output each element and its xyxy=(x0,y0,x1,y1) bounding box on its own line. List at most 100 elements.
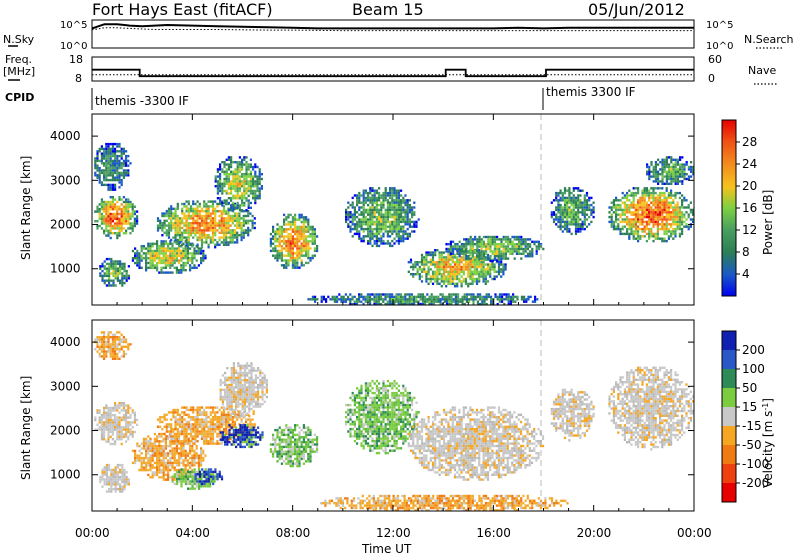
velocity-echo-cell xyxy=(142,437,145,441)
power-echo-cell xyxy=(198,238,201,242)
power-echo-cell xyxy=(378,237,381,240)
power-echo-cell xyxy=(679,163,682,166)
power-echo-cell xyxy=(207,222,210,225)
power-echo-cell xyxy=(463,247,466,251)
velocity-echo-cell xyxy=(134,449,137,453)
power-echo-cell xyxy=(320,295,323,299)
velocity-echo-cell xyxy=(101,478,104,481)
power-echo-cell xyxy=(103,157,106,160)
velocity-echo-cell xyxy=(129,406,132,410)
power-echo-cell xyxy=(632,223,635,226)
power-echo-cell xyxy=(637,208,640,212)
power-echo-cell xyxy=(667,227,670,231)
power-echo-cell xyxy=(232,182,235,185)
power-echo-cell xyxy=(149,264,152,267)
power-echo-cell xyxy=(678,220,681,224)
power-echo-cell xyxy=(661,227,664,231)
power-echo-cell xyxy=(103,174,106,177)
velocity-echo-cell xyxy=(100,331,103,334)
power-echo-cell xyxy=(634,232,637,236)
power-range-tick-label: 3000 xyxy=(50,173,81,187)
velocity-echo-cell xyxy=(118,350,121,353)
power-echo-cell xyxy=(358,194,361,197)
power-echo-cell xyxy=(232,180,235,183)
power-echo-cell xyxy=(628,208,631,212)
power-echo-cell xyxy=(356,194,359,197)
power-echo-cell xyxy=(356,225,359,228)
power-echo-cell xyxy=(654,199,657,202)
power-echo-cell xyxy=(495,275,498,278)
power-echo-cell xyxy=(681,170,684,173)
power-echo-cell xyxy=(469,261,472,264)
power-echo-cell xyxy=(386,239,389,243)
power-echo-cell xyxy=(458,245,461,248)
velocity-echo-cell xyxy=(107,416,110,419)
power-echo-cell xyxy=(438,256,441,259)
power-echo-cell xyxy=(468,300,471,303)
power-echo-cell xyxy=(103,183,106,187)
power-echo-cell xyxy=(632,213,635,216)
power-echo-cell xyxy=(382,227,385,231)
power-echo-cell xyxy=(283,228,286,231)
power-echo-cell xyxy=(457,302,460,305)
power-echo-cell xyxy=(300,216,303,219)
power-echo-cell xyxy=(661,213,664,216)
power-echo-cell xyxy=(125,215,128,218)
power-echo-cell xyxy=(116,154,119,158)
power-echo-cell xyxy=(481,302,484,305)
power-echo-cell xyxy=(692,168,694,171)
power-echo-cell xyxy=(287,252,290,255)
power-echo-cell xyxy=(125,277,128,280)
power-echo-cell xyxy=(676,213,679,216)
power-echo-cell xyxy=(285,242,288,245)
velocity-echo-cell xyxy=(114,466,117,469)
velocity-echo-cell xyxy=(108,480,111,484)
power-echo-cell xyxy=(238,209,241,212)
power-echo-cell xyxy=(229,214,232,218)
power-echo-cell xyxy=(676,182,679,185)
power-echo-cell xyxy=(230,180,233,183)
power-echo-cell xyxy=(555,194,558,197)
power-echo-cell xyxy=(520,298,523,301)
power-echo-cell xyxy=(198,229,201,232)
power-echo-cell xyxy=(105,262,108,266)
power-echo-cell xyxy=(349,211,352,214)
power-echo-cell xyxy=(471,252,474,255)
power-echo-cell xyxy=(180,240,183,243)
power-echo-cell xyxy=(676,158,679,161)
power-echo-cell xyxy=(491,250,494,253)
power-echo-cell xyxy=(632,211,635,214)
power-echo-cell xyxy=(240,222,243,225)
power-echo-cell xyxy=(105,203,108,206)
power-echo-cell xyxy=(581,227,584,231)
power-echo-cell xyxy=(661,206,664,209)
power-echo-cell xyxy=(241,168,244,171)
power-echo-cell xyxy=(229,231,232,234)
power-echo-cell xyxy=(489,240,492,243)
power-echo-cell xyxy=(180,252,183,255)
velocity-echo-cell xyxy=(123,480,126,484)
power-echo-cell xyxy=(577,208,580,212)
power-echo-cell xyxy=(272,228,275,231)
power-echo-cell xyxy=(650,227,653,231)
power-echo-cell xyxy=(94,171,97,175)
power-echo-cell xyxy=(170,212,173,215)
power-echo-cell xyxy=(123,274,126,278)
power-echo-cell xyxy=(100,203,103,206)
velocity-echo-cell xyxy=(149,459,152,462)
power-echo-cell xyxy=(178,252,181,255)
power-echo-cell xyxy=(258,173,261,176)
velocity-echo-cell xyxy=(119,483,122,486)
power-echo-cell xyxy=(355,298,358,301)
power-echo-cell xyxy=(643,189,646,192)
velocity-echo-cell xyxy=(138,454,141,457)
power-echo-cell xyxy=(172,217,175,220)
power-echo-cell xyxy=(579,225,582,228)
velocity-echo-cell xyxy=(116,438,119,441)
power-echo-cell xyxy=(525,298,528,301)
power-echo-cell xyxy=(498,298,501,301)
power-echo-cell xyxy=(109,169,112,172)
power-echo-cell xyxy=(432,302,435,305)
velocity-echo-cell xyxy=(142,468,145,472)
velocity-echo-cell xyxy=(116,466,119,469)
